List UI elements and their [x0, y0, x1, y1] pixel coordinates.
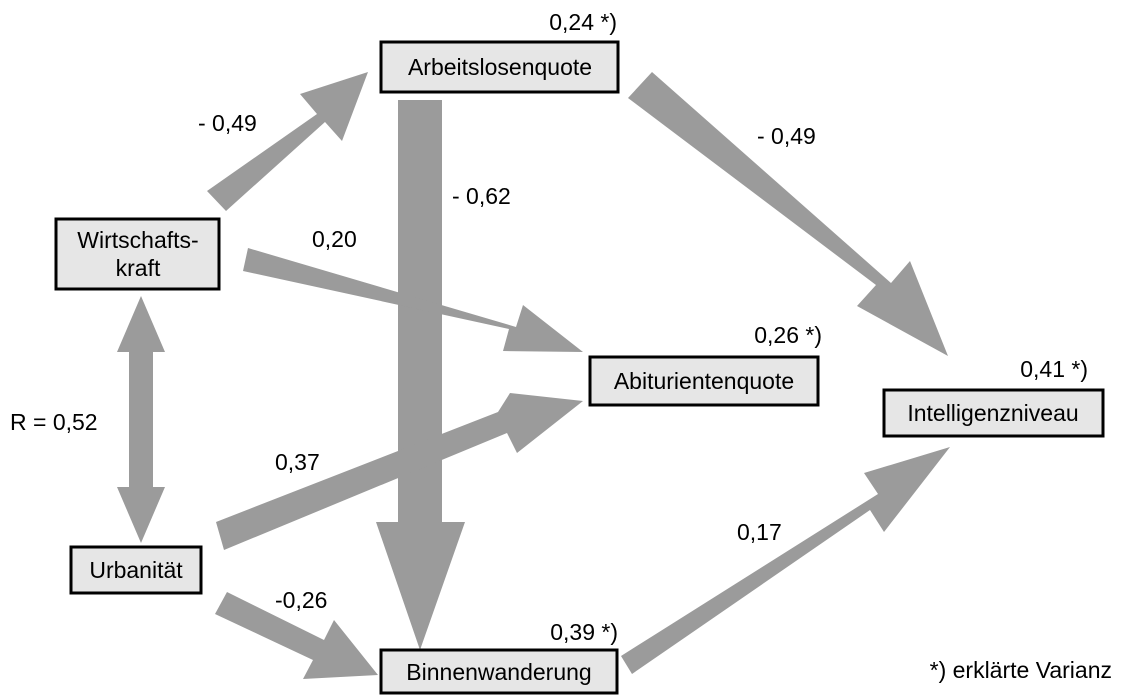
coef-wirtschaftskraft-arbeitslosenquote: - 0,49 — [198, 110, 257, 136]
node-wirtschaftskraft: Wirtschafts- kraft — [54, 217, 221, 291]
variance-abiturientenquote: 0,26 *) — [754, 322, 822, 348]
node-label-intelligenzniveau: Intelligenzniveau — [907, 400, 1078, 426]
arrow-binnenwanderung-to-intelligenzniveau — [621, 447, 950, 674]
node-label-binnenwanderung: Binnenwanderung — [406, 659, 591, 685]
variance-binnenwanderung: 0,39 *) — [550, 619, 618, 645]
coef-correlation: R = 0,52 — [10, 409, 98, 435]
coef-urbanitaet-binnenwanderung: -0,26 — [275, 587, 327, 613]
node-label-wirtschaftskraft-line2: kraft — [116, 255, 161, 281]
arrow-urbanitaet-to-binnenwanderung — [215, 592, 378, 679]
legend-note: *) erklärte Varianz — [930, 657, 1112, 683]
coef-arbeitslosenquote-binnenwanderung: - 0,62 — [452, 183, 511, 209]
arrow-wirtschaftskraft-to-abiturientenquote — [243, 248, 583, 352]
node-label-arbeitslosenquote: Arbeitslosenquote — [408, 54, 592, 80]
coef-urbanitaet-abiturientenquote: 0,37 — [275, 449, 320, 475]
coef-wirtschaftskraft-abiturientenquote: 0,20 — [312, 226, 357, 252]
node-binnenwanderung: Binnenwanderung — [379, 648, 619, 695]
node-abiturientenquote: Abiturientenquote — [588, 355, 820, 407]
arrow-arbeitslosenquote-to-intelligenzniveau — [628, 72, 948, 356]
arrow-correlation-wirtschaftskraft-urbanitaet — [117, 296, 165, 543]
coef-arbeitslosenquote-intelligenzniveau: - 0,49 — [757, 123, 816, 149]
arrow-wirtschaftskraft-to-arbeitslosenquote — [207, 72, 368, 211]
node-label-wirtschaftskraft-line1: Wirtschafts- — [77, 227, 198, 253]
variance-arbeitslosenquote: 0,24 *) — [549, 9, 617, 35]
variance-intelligenzniveau: 0,41 *) — [1020, 356, 1088, 382]
arrow-urbanitaet-to-abiturientenquote — [216, 393, 583, 550]
node-label-abiturientenquote: Abiturientenquote — [614, 368, 794, 394]
arrow-arbeitslosenquote-to-binnenwanderung — [376, 100, 465, 650]
node-label-urbanitaet: Urbanität — [89, 557, 183, 583]
node-intelligenzniveau: Intelligenzniveau — [882, 388, 1105, 438]
node-urbanitaet: Urbanität — [69, 545, 203, 595]
coef-binnenwanderung-intelligenzniveau: 0,17 — [737, 519, 782, 545]
node-arbeitslosenquote: Arbeitslosenquote — [379, 40, 620, 94]
